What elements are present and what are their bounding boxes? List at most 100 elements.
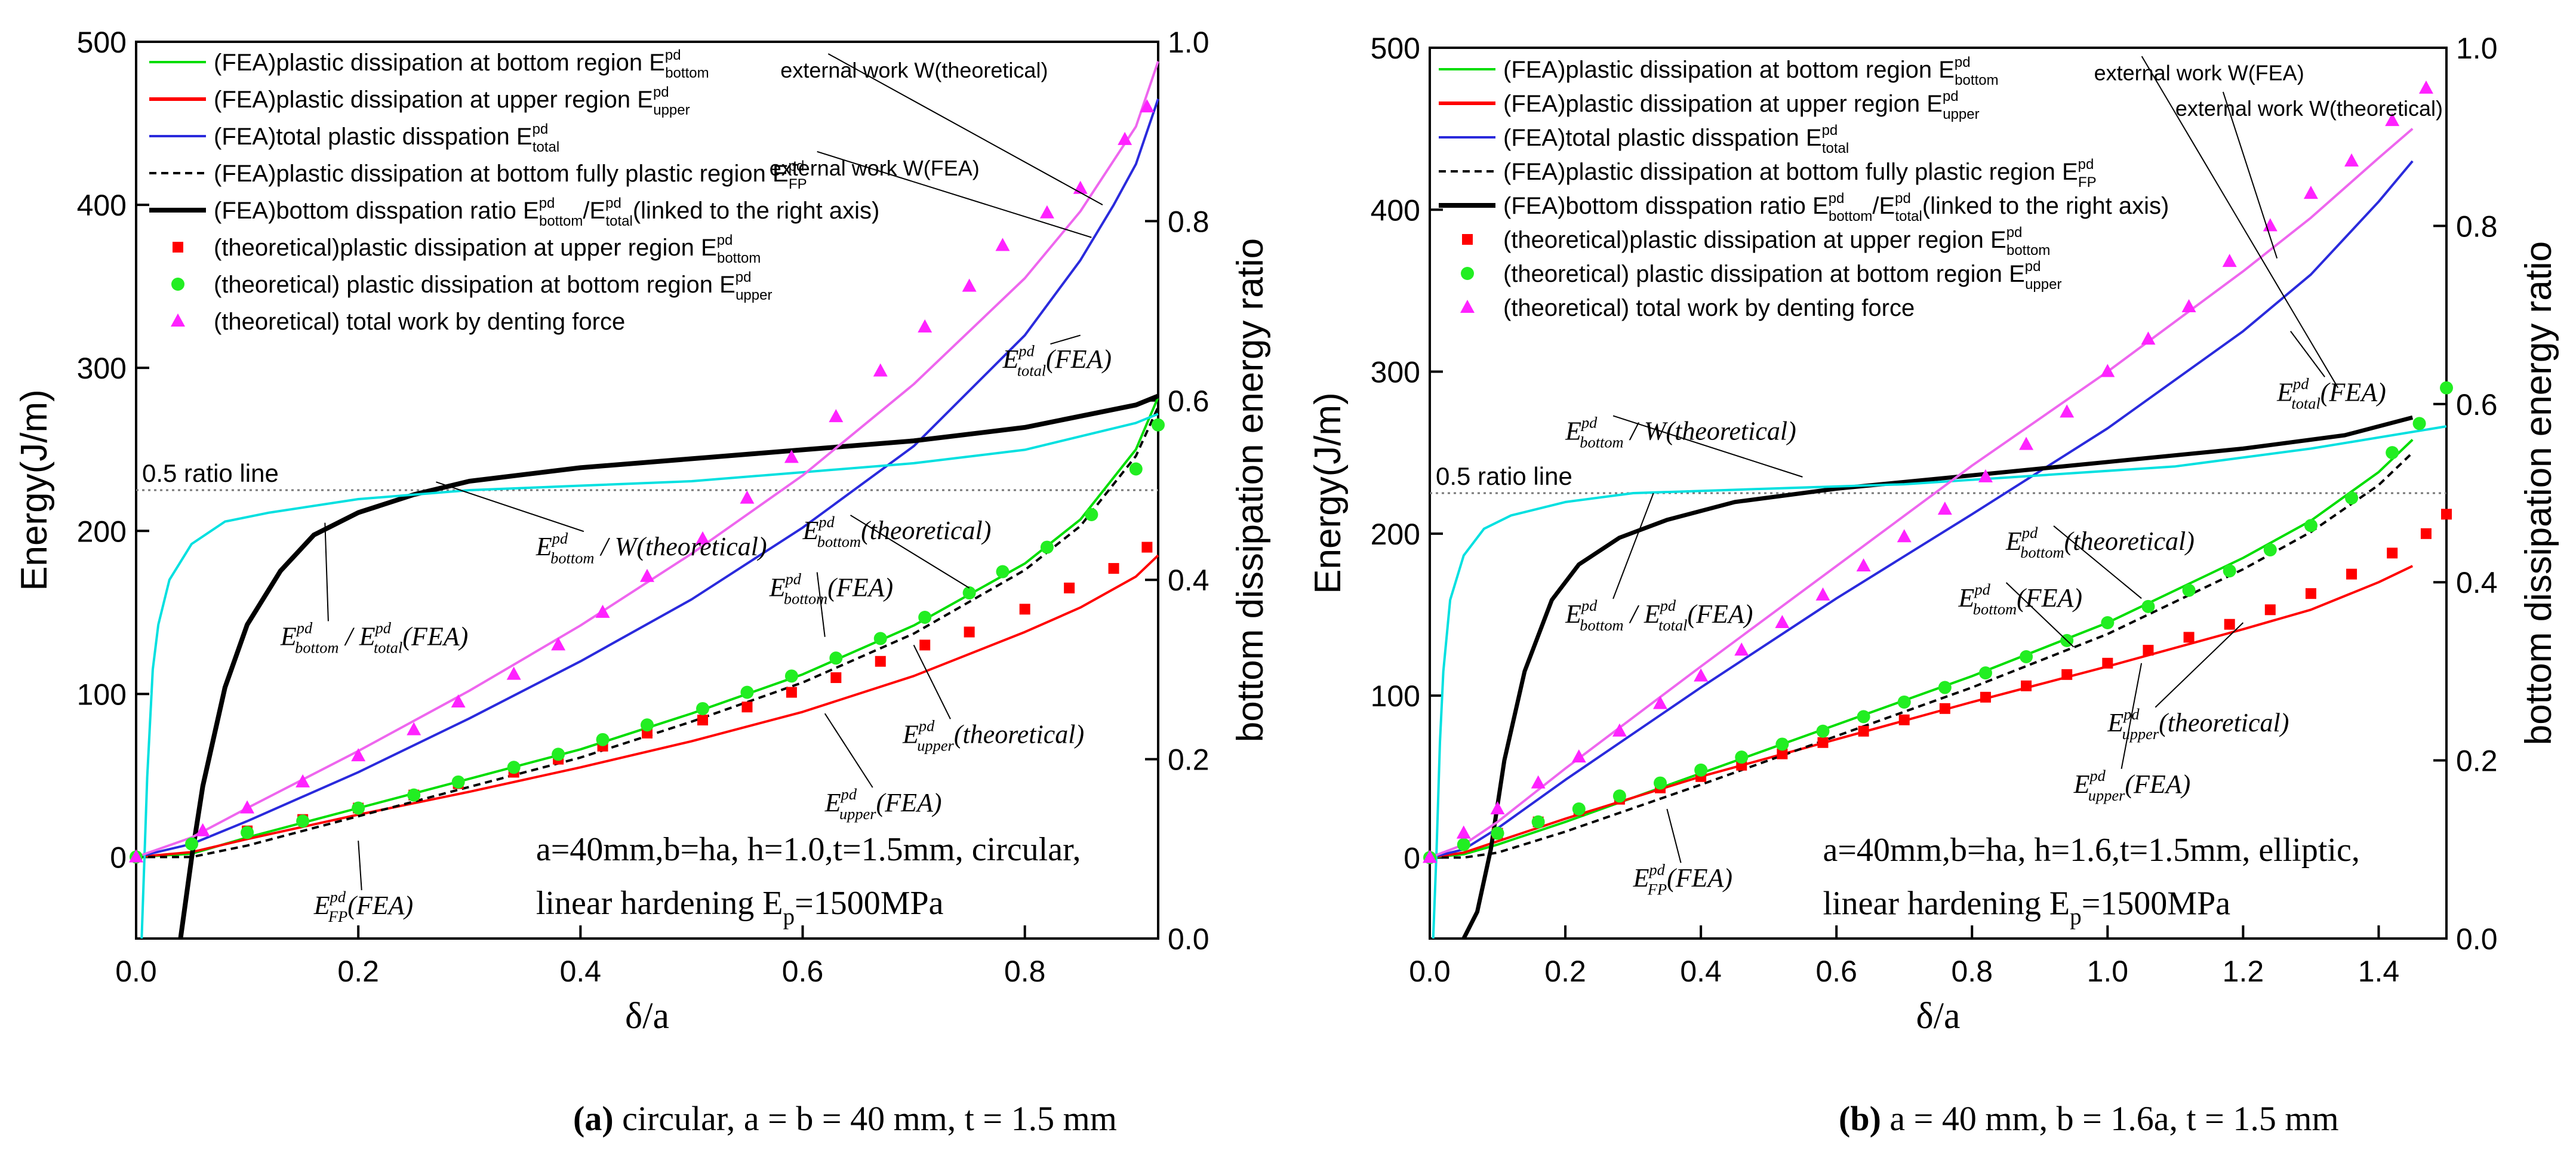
y2-axis-label: bottom dissipation energy ratio — [2518, 241, 2559, 745]
legend-entry: (theoretical) total work by denting forc… — [214, 309, 625, 335]
marker-triangle — [1653, 696, 1668, 709]
marker-circle — [2412, 417, 2426, 430]
marker-circle — [2182, 583, 2196, 597]
x-tick-label: 0.0 — [1409, 955, 1451, 988]
marker-triangle — [1815, 587, 1830, 601]
marker-triangle — [129, 849, 143, 863]
legend-entry: (FEA)plastic dissipation at bottom regio… — [1503, 54, 1999, 88]
ratio-line-label: 0.5 ratio line — [1436, 462, 1572, 490]
y-tick-label: 500 — [1371, 32, 1420, 65]
condition-text-1: a=40mm,b=ha, h=1.0,t=1.5mm, circular, — [536, 831, 1081, 868]
marker-circle — [352, 801, 365, 815]
marker-square — [2143, 645, 2154, 656]
marker-triangle — [2344, 153, 2359, 167]
marker-triangle — [918, 319, 932, 333]
marker-circle — [2101, 616, 2115, 630]
legend-entry: (FEA)plastic dissipation at bottom fully… — [214, 158, 807, 192]
y2-axis-label: bottom dissipation energy ratio — [1230, 238, 1271, 742]
legend-swatch — [173, 242, 183, 253]
series-line-6 — [1429, 128, 2414, 859]
marker-triangle — [1118, 131, 1132, 145]
annotation-arrow — [2222, 91, 2278, 259]
marker-circle — [784, 669, 798, 683]
marker-square — [919, 639, 931, 651]
y-axis-label: Energy(J/m) — [1307, 392, 1349, 594]
marker-square — [2224, 619, 2235, 630]
marker-circle — [696, 702, 710, 715]
x-tick-label: 0.6 — [1815, 955, 1857, 988]
marker-square — [1777, 748, 1788, 759]
legend-swatch — [171, 313, 185, 327]
marker-triangle — [1612, 723, 1627, 737]
annotation-arrow — [2053, 525, 2142, 599]
marker-square — [1980, 691, 1991, 703]
series-line-1 — [136, 554, 1159, 859]
x-tick-label: 1.2 — [2223, 955, 2264, 988]
marker-triangle — [1856, 558, 1871, 572]
series-line-3 — [136, 406, 1159, 859]
legend-entry: (theoretical)plastic dissipation at uppe… — [214, 232, 761, 266]
ratio-line-label: 0.5 ratio line — [142, 459, 279, 487]
annotation-ext-fea: external work W(FEA) — [770, 156, 980, 180]
y-tick-label: 200 — [1371, 518, 1420, 551]
marker-circle — [740, 685, 754, 699]
legend-swatch — [171, 278, 184, 291]
marker-circle — [1694, 763, 1708, 777]
legend-entry: (FEA)bottom disspation ratio Epdbottom​/… — [1503, 190, 2169, 224]
x-tick-label: 0.2 — [1544, 955, 1586, 988]
annotation-arrow — [1612, 415, 1803, 478]
marker-circle — [451, 775, 465, 789]
marker-triangle — [873, 363, 888, 377]
marker-circle — [1040, 540, 1054, 554]
marker-triangle — [351, 748, 366, 762]
x-tick-label: 0.8 — [1952, 955, 1993, 988]
series-line-5 — [140, 413, 1159, 939]
marker-square — [2021, 680, 2032, 691]
annotation-arrow — [827, 53, 1103, 205]
legend-swatch — [1460, 300, 1475, 313]
annotation-arrow — [324, 522, 329, 622]
marker-triangle — [995, 238, 1010, 251]
marker-circle — [407, 788, 421, 802]
marker-circle — [2440, 381, 2453, 395]
marker-triangle — [195, 823, 210, 836]
caption-a-text: circular, a = b = 40 mm, t = 1.5 mm — [622, 1099, 1117, 1138]
marker-triangle — [1456, 825, 1471, 839]
annotation-ext-theo: external work W(theoretical) — [780, 58, 1048, 82]
legend-entry: (FEA)plastic dissipation at upper region… — [1503, 88, 1980, 122]
annotation-ext-theo: external work W(theoretical) — [2175, 96, 2443, 121]
legend-swatch — [1461, 267, 1474, 280]
x-tick-label: 0.4 — [560, 955, 602, 988]
series-line-5 — [1432, 425, 2447, 939]
annotation-arrow — [2290, 331, 2325, 377]
legend-entry: (FEA)bottom disspation ratio Epdbottom​/… — [214, 195, 879, 229]
chart-panel-a: 0.0 0.2 0.4 0.6 0.8 0 100 200 300 400 500 0.0 0.2 0.4… — [14, 26, 1271, 1036]
y2-tick-label: 0.6 — [2456, 388, 2498, 421]
marker-circle — [1612, 789, 1626, 803]
marker-square — [786, 687, 797, 698]
marker-square — [697, 715, 709, 726]
condition-text-2: linear hardening Ep=1500MPa — [1823, 885, 2230, 930]
chart-panel-b: 0.0 0.2 0.4 0.6 0.8 1.0 1.2 1.4 0 100 200 300 400 500… — [1307, 32, 2559, 1036]
marker-triangle — [2303, 186, 2318, 199]
y-tick-label: 300 — [1371, 356, 1420, 389]
caption-a: (a) circular, a = b = 40 mm, t = 1.5 mm — [573, 1099, 1117, 1139]
marker-triangle — [296, 774, 310, 787]
marker-triangle — [1775, 615, 1790, 629]
marker-circle — [1085, 507, 1098, 521]
y2-tick-label: 1.0 — [2456, 32, 2498, 65]
marker-square — [2305, 588, 2316, 599]
annotation-arrow — [436, 481, 584, 533]
marker-triangle — [407, 722, 421, 736]
